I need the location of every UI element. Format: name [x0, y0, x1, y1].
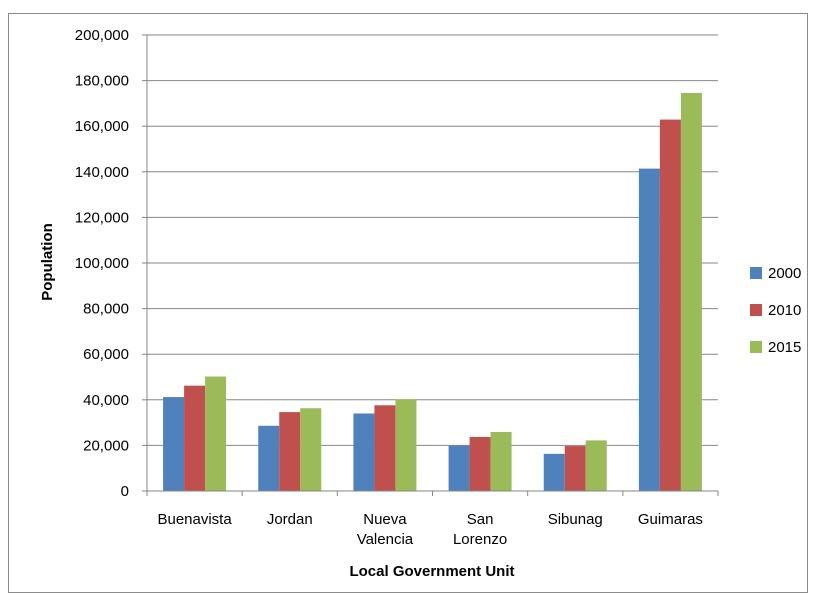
bar-2010 [184, 385, 206, 491]
y-tick-label: 0 [121, 483, 129, 500]
y-axis-title: Population [39, 223, 56, 301]
x-tick-label: Nueva [363, 511, 407, 528]
x-tick-label: Jordan [267, 511, 313, 528]
legend-swatch-2010 [750, 304, 762, 316]
x-tick-label: San [467, 511, 494, 528]
y-tick-label: 160,000 [75, 118, 129, 135]
bars [163, 92, 702, 492]
bar-2000 [638, 168, 660, 491]
y-tick-label: 140,000 [75, 164, 129, 181]
bar-2015 [300, 408, 322, 491]
y-tick-label: 20,000 [83, 437, 129, 454]
bar-2010 [659, 119, 681, 491]
y-tick-label: 100,000 [75, 255, 129, 272]
bar-2000 [258, 425, 280, 491]
x-tick-label: Lorenzo [453, 531, 507, 548]
legend: 2000 2010 2015 [750, 265, 801, 356]
x-tick-label: Guimaras [638, 511, 703, 528]
x-tick-label: Sibunag [548, 511, 603, 528]
bar-2015 [205, 376, 227, 491]
legend-label-2000: 2000 [768, 265, 801, 282]
x-tick-labels: Buenavista Jordan Nueva Valencia San Lorenzo S… [157, 511, 702, 548]
bar-2015 [490, 431, 512, 491]
bar-2010 [374, 405, 396, 491]
bar-2010 [469, 436, 491, 491]
legend-label-2010: 2010 [768, 302, 801, 319]
legend-swatch-2015 [750, 341, 762, 353]
bar-2010 [564, 446, 586, 491]
axes [142, 34, 719, 496]
bar-2000 [448, 445, 470, 491]
bar-2015 [395, 399, 417, 491]
y-tick-label: 200,000 [75, 27, 129, 44]
x-axis-title: Local Government Unit [349, 563, 514, 580]
bar-2015 [680, 92, 702, 492]
y-tick-label: 80,000 [83, 301, 129, 318]
x-tick-label: Valencia [357, 531, 414, 548]
y-tick-label: 120,000 [75, 209, 129, 226]
y-tick-label: 180,000 [75, 73, 129, 90]
legend-label-2015: 2015 [768, 339, 801, 356]
bar-2000 [353, 413, 375, 491]
bar-2000 [163, 397, 185, 491]
y-tick-label: 60,000 [83, 346, 129, 363]
bar-2000 [543, 453, 565, 491]
bar-2010 [279, 412, 301, 491]
gridlines [147, 34, 718, 446]
bar-2015 [585, 440, 607, 491]
y-tick-label: 40,000 [83, 392, 129, 409]
legend-swatch-2000 [750, 267, 762, 279]
y-tick-labels: 0 20,000 40,000 60,000 80,000 100,000 120,000 1… [75, 27, 129, 500]
x-tick-label: Buenavista [157, 511, 232, 528]
